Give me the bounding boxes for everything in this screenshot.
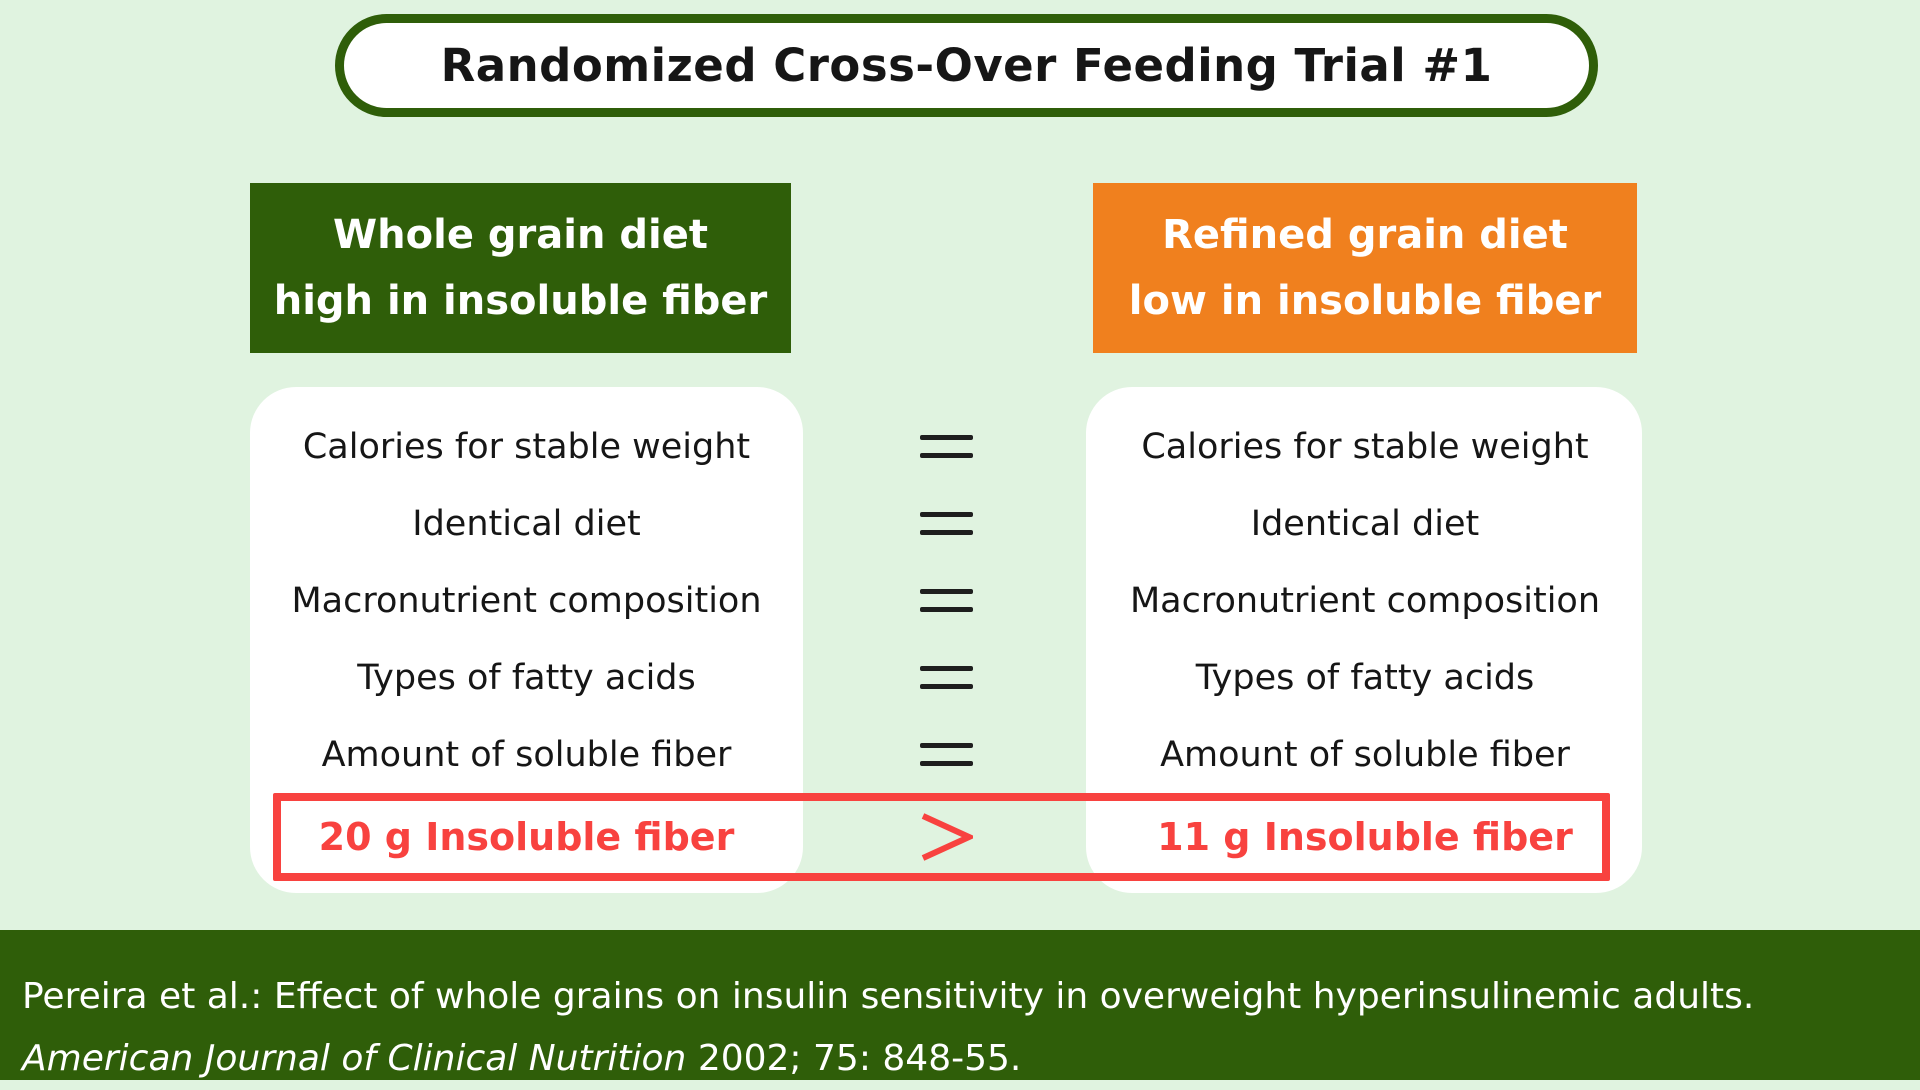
row-right-label: Amount of soluble fiber [1160, 734, 1570, 775]
whole-grain-card [250, 387, 803, 893]
whole-grain-heading-line1: Whole grain diet [333, 212, 708, 258]
comparison-row-highlighted: 20 g Insoluble fiber 11 g Insoluble fibe… [0, 798, 1920, 875]
title-pill: Randomized Cross-Over Feeding Trial #1 [335, 14, 1598, 117]
row-right-label: Macronutrient composition [1129, 580, 1601, 621]
citation-footer: Pereira et al.: Effect of whole grains o… [0, 930, 1920, 1080]
refined-grain-heading-line2: low in insoluble fiber [1128, 278, 1602, 324]
equals-icon [803, 485, 1089, 562]
citation-journal-name: American Journal of Clinical Nutrition [22, 1038, 687, 1079]
whole-grain-heading-line2: high in insoluble fiber [273, 278, 768, 324]
comparison-row: Identical diet Identical diet [0, 485, 1920, 562]
citation-reference: 2002; 75: 848-55. [686, 1038, 1022, 1079]
equals-icon [803, 408, 1089, 485]
row-left-label: Identical diet [412, 503, 641, 544]
whole-grain-heading-box: Whole grain diet high in insoluble fiber [250, 183, 791, 353]
equals-icon [803, 716, 1089, 793]
comparison-row: Amount of soluble fiber Amount of solubl… [0, 716, 1920, 793]
row-left-label: Types of fatty acids [357, 657, 696, 698]
page-title: Randomized Cross-Over Feeding Trial #1 [440, 39, 1493, 92]
row-right-label: Types of fatty acids [1195, 657, 1535, 698]
refined-grain-card [1086, 387, 1642, 893]
equals-icon [803, 639, 1089, 716]
row-right-label: Identical diet [1250, 503, 1480, 544]
insoluble-fiber-right-value: 11 g Insoluble fiber [1157, 814, 1573, 859]
refined-grain-heading-line1: Refined grain diet [1162, 212, 1568, 258]
insoluble-fiber-left-value: 20 g Insoluble fiber [318, 814, 735, 859]
comparison-row: Calories for stable weight Calories for … [0, 408, 1920, 485]
row-right-label: Calories for stable weight [1141, 426, 1589, 467]
greater-than-icon [803, 798, 1089, 875]
comparison-row: Types of fatty acids Types of fatty acid… [0, 639, 1920, 716]
comparison-row: Macronutrient composition Macronutrient … [0, 562, 1920, 639]
equals-icon [803, 562, 1089, 639]
refined-grain-heading-box: Refined grain diet low in insoluble fibe… [1093, 183, 1637, 353]
row-left-label: Amount of soluble fiber [321, 734, 732, 775]
row-left-label: Macronutrient composition [291, 580, 762, 621]
row-left-label: Calories for stable weight [302, 426, 751, 467]
citation-text: Pereira et al.: Effect of whole grains o… [22, 976, 1755, 1017]
